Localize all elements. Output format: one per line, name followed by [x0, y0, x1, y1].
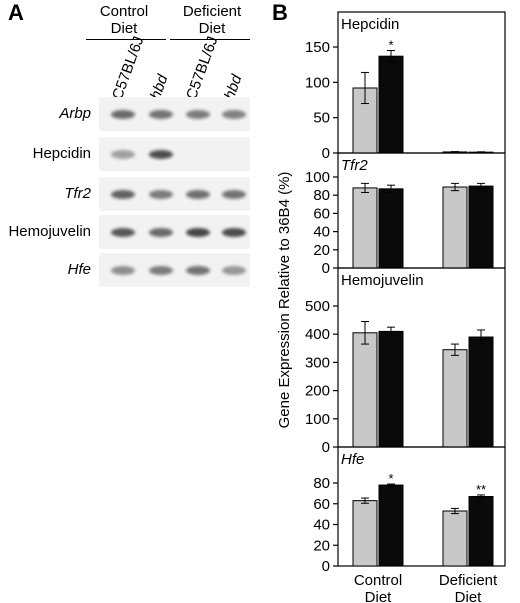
y-axis-label: Gene Expression Relative to 36B4 (%): [276, 172, 293, 429]
bar: [378, 330, 404, 448]
blot-band: [111, 149, 135, 159]
diet-label-control: Control Diet: [79, 3, 169, 37]
gene-label-hfe: Hfe: [67, 261, 91, 278]
blot-band: [149, 189, 173, 199]
panel-b-letter: B: [272, 0, 288, 25]
blot-band: [222, 109, 246, 119]
blot-band: [186, 189, 210, 199]
y-tick-label: 100: [305, 411, 330, 428]
blot-band: [186, 227, 210, 237]
y-tick-label: 60: [313, 205, 330, 222]
y-tick-label: 400: [305, 326, 330, 343]
bar: [442, 186, 468, 269]
y-tick-label: 0: [322, 439, 330, 456]
blot-band: [222, 189, 246, 199]
bar: [352, 187, 378, 269]
y-tick-label: 60: [313, 496, 330, 513]
chart-title: Hemojuvelin: [341, 272, 424, 289]
y-tick-label: 80: [313, 475, 330, 492]
blot-band: [111, 265, 135, 275]
blot-band: [222, 227, 246, 237]
blot-strip-arbp: [99, 97, 250, 131]
blot-strip-tfr2: [99, 177, 250, 211]
bar: [352, 332, 378, 448]
diet-label-control-line1: Control: [99, 3, 149, 20]
blot-band: [186, 265, 210, 275]
chart-frame: [337, 446, 506, 567]
blot-band: [111, 189, 135, 199]
y-tick-label: 40: [313, 224, 330, 241]
bar: [442, 510, 468, 567]
blot-strip-hemojuvelin: [99, 215, 250, 249]
x-category-label: Diet: [455, 589, 483, 603]
y-tick-label: 200: [305, 383, 330, 400]
blot-band: [149, 227, 173, 237]
diet-rule-deficient: [170, 39, 250, 40]
y-tick-label: 20: [313, 537, 330, 554]
y-tick-label: 0: [322, 145, 330, 162]
y-tick-label: 40: [313, 517, 330, 534]
panel-a-letter: A: [8, 0, 24, 25]
gene-label-hepcidin: Hepcidin: [32, 145, 91, 162]
blot-band: [222, 265, 246, 275]
bar: [468, 185, 494, 269]
diet-rule-control: [86, 39, 166, 40]
bar: [352, 500, 378, 567]
x-category-label: Control: [354, 572, 402, 589]
blot-band: [111, 227, 135, 237]
bar: [468, 495, 494, 567]
gene-label-arbp: Arbp: [59, 105, 91, 122]
blot-band: [186, 109, 210, 119]
diet-label-control-line2: Diet: [110, 20, 138, 37]
significance-mark: **: [476, 482, 486, 497]
bar: [378, 484, 404, 567]
x-category-label: Diet: [365, 589, 393, 603]
blot-strip-hfe: [99, 253, 250, 287]
y-tick-label: 0: [322, 260, 330, 277]
chart-title: Tfr2: [341, 157, 368, 174]
y-tick-label: 20: [313, 242, 330, 259]
y-tick-label: 300: [305, 354, 330, 371]
blot-band: [149, 265, 173, 275]
y-tick-label: 100: [305, 74, 330, 91]
blot-band: [149, 109, 173, 119]
blot-band: [149, 149, 173, 159]
y-tick-label: 50: [313, 110, 330, 127]
bar: [442, 349, 468, 448]
x-category-label: Deficient: [439, 572, 498, 589]
bar: [378, 188, 404, 269]
y-tick-label: 0: [322, 558, 330, 575]
diet-label-deficient: Deficient Diet: [167, 3, 257, 37]
y-tick-label: 150: [305, 39, 330, 56]
chart-title: Hfe: [341, 451, 364, 468]
y-tick-label: 500: [305, 298, 330, 315]
y-tick-label: 100: [305, 169, 330, 186]
bar: [378, 55, 404, 154]
blot-strip-hepcidin: [99, 137, 250, 171]
significance-mark: *: [388, 38, 393, 53]
bar: [468, 336, 494, 448]
blot-band: [111, 109, 135, 119]
significance-mark: *: [388, 471, 393, 486]
gene-label-tfr2: Tfr2: [64, 185, 91, 202]
gene-label-hemojuvelin: Hemojuvelin: [8, 223, 91, 240]
diet-label-deficient-line2: Diet: [198, 20, 226, 37]
diet-label-deficient-line1: Deficient: [182, 3, 242, 20]
y-tick-label: 80: [313, 187, 330, 204]
chart-title: Hepcidin: [341, 16, 399, 33]
